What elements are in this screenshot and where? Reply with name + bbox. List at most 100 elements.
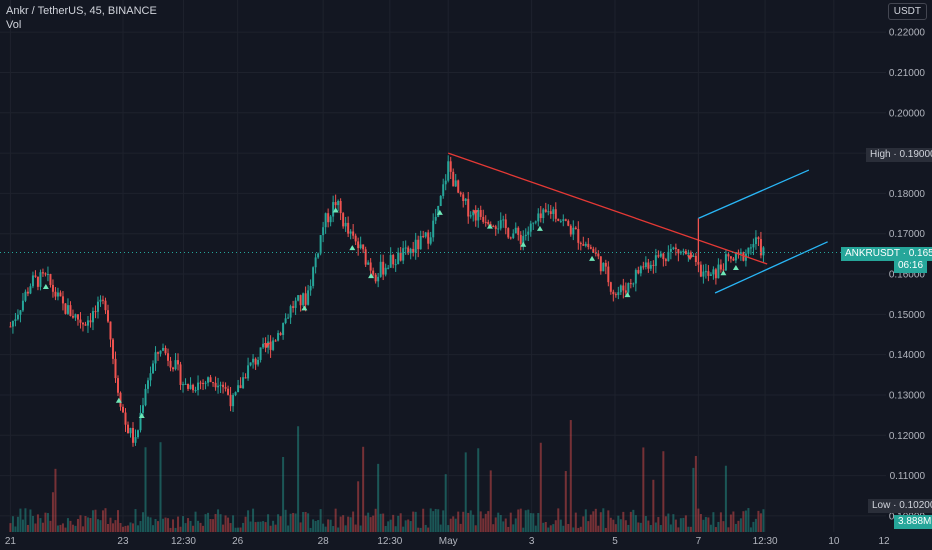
volume-bar	[734, 523, 737, 532]
candle-body	[74, 314, 77, 318]
volume-bar	[512, 524, 515, 532]
volume-bar	[227, 517, 230, 532]
volume-bars	[9, 420, 765, 532]
volume-bar	[737, 520, 740, 532]
candle-body	[457, 180, 460, 193]
volume-bar	[642, 447, 645, 532]
volume-bar	[704, 517, 707, 532]
volume-bar	[292, 512, 295, 532]
candle-body	[339, 201, 342, 214]
volume-bar	[509, 512, 512, 532]
volume-bar	[214, 513, 217, 532]
candle-body	[9, 326, 12, 328]
volume-bar	[232, 515, 235, 532]
candle-body	[249, 362, 252, 366]
candle-body	[109, 321, 112, 340]
time-tick-label: 5	[612, 536, 618, 547]
volume-bar	[179, 526, 182, 532]
candle-body	[762, 247, 765, 256]
candle-body	[214, 382, 217, 388]
candle-body	[399, 252, 402, 261]
candle-body	[439, 195, 442, 206]
bar-countdown: 06:16	[894, 259, 928, 273]
candle-body	[61, 296, 64, 304]
candle-body	[464, 198, 467, 202]
volume-bar	[399, 513, 402, 532]
volume-bar	[309, 527, 312, 532]
volume-bar	[222, 524, 225, 532]
time-tick-label: 26	[232, 536, 244, 547]
volume-bar	[202, 525, 205, 532]
candle-body	[89, 320, 92, 323]
candle-body	[342, 213, 345, 227]
candle-body	[34, 275, 37, 277]
volume-bar	[116, 510, 119, 532]
candle-body	[149, 373, 152, 381]
volume-bar	[522, 527, 525, 532]
price-tick-label: 0.12000	[889, 431, 926, 442]
currency-unit-button[interactable]: USDT	[887, 3, 927, 20]
candle-body	[722, 269, 725, 271]
volume-bar	[404, 520, 407, 532]
volume-bar	[299, 522, 302, 532]
candle-body	[667, 251, 670, 262]
volume-bar	[11, 516, 14, 532]
candle-body	[167, 353, 170, 361]
volume-bar	[84, 515, 87, 532]
candle-body	[507, 228, 510, 238]
candle-body	[94, 311, 97, 313]
candle-body	[524, 234, 527, 237]
candle-body	[319, 235, 322, 254]
candle-body	[219, 384, 222, 386]
high-price-label: High · 0.19000	[866, 148, 932, 162]
candle-body	[162, 347, 165, 351]
candle-body	[544, 209, 547, 212]
candle-body	[139, 412, 142, 431]
candle-body	[369, 262, 372, 271]
candle-body	[732, 258, 735, 261]
volume-bar	[81, 526, 84, 532]
candle-body	[159, 350, 162, 354]
candle-body	[554, 209, 557, 219]
volume-bar	[377, 463, 380, 532]
signal-markers	[42, 207, 739, 419]
candle-body	[512, 233, 515, 238]
candle-body	[234, 392, 237, 396]
time-tick-label: 10	[828, 536, 840, 547]
volume-bar	[344, 525, 347, 532]
signal-triangle	[349, 245, 356, 251]
volume-bar	[402, 526, 405, 532]
price-tick-label: 0.22000	[889, 28, 926, 39]
volume-bar	[49, 520, 52, 532]
candle-body	[614, 294, 617, 296]
volume-bar	[602, 508, 605, 532]
volume-bar	[412, 511, 415, 532]
candle-body	[552, 209, 555, 215]
volume-bar	[457, 511, 460, 532]
candle-body	[429, 237, 432, 244]
candle-body	[484, 221, 487, 223]
volume-bar	[574, 512, 577, 532]
price-tick-label: 0.16000	[889, 270, 926, 281]
volume-bar	[349, 517, 352, 532]
candle-body	[259, 347, 262, 360]
trendline-drawings[interactable]	[447, 152, 828, 294]
volume-bar	[619, 519, 622, 532]
candle-body	[529, 223, 532, 232]
volume-bar	[357, 481, 360, 532]
volume-bar	[44, 512, 47, 532]
volume-bar	[94, 509, 97, 532]
volume-bar	[59, 524, 62, 532]
volume-value-label: 3.888M	[894, 515, 932, 529]
candle-body	[494, 226, 497, 229]
candle-body	[492, 225, 495, 227]
volume-bar	[352, 511, 355, 532]
time-tick-label: 12:30	[377, 536, 402, 547]
time-tick-label: 7	[696, 536, 702, 547]
volume-bar	[187, 518, 190, 532]
candle-body	[532, 222, 535, 224]
volume-bar	[39, 518, 42, 532]
volume-bar	[149, 517, 152, 532]
volume-bar	[747, 508, 750, 532]
